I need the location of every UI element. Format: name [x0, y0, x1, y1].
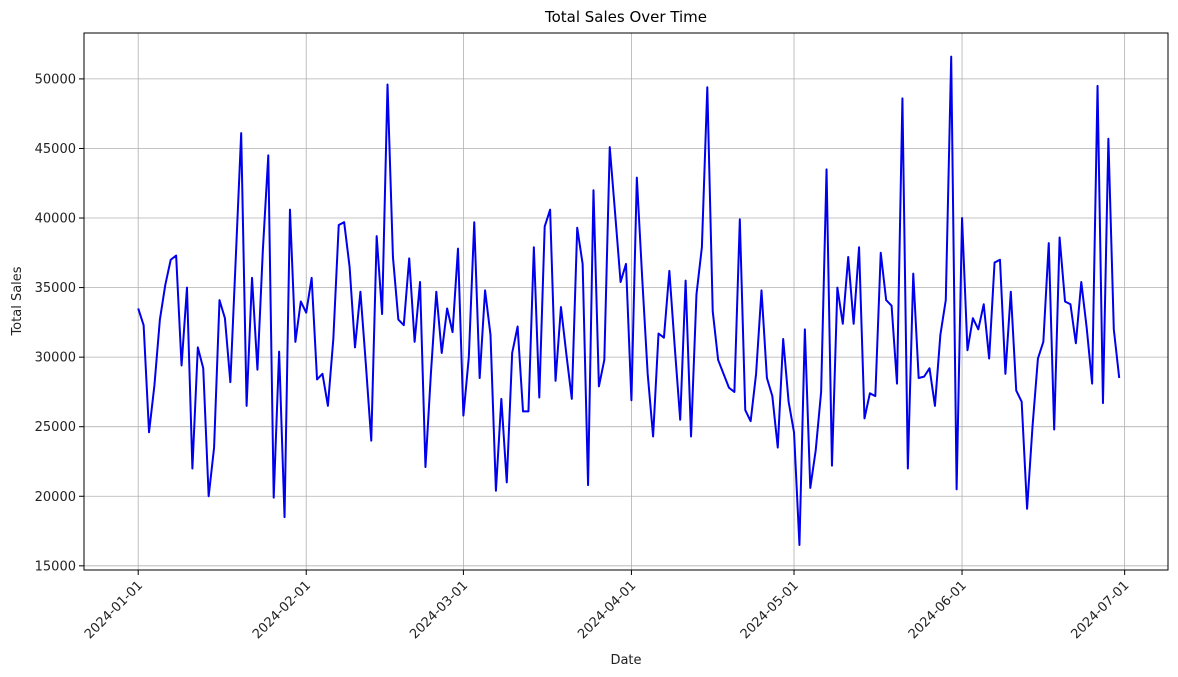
- x-tick-label: 2024-03-01: [407, 578, 471, 642]
- y-tick-label: 30000: [35, 351, 76, 366]
- y-tick-label: 45000: [35, 142, 76, 157]
- plot-frame: [83, 32, 1169, 571]
- x-tick-label: 2024-05-01: [738, 578, 802, 642]
- y-tick-label: 35000: [35, 281, 76, 296]
- x-axis-label: Date: [610, 653, 641, 668]
- y-tick-label: 25000: [35, 420, 76, 435]
- y-tick-label: 20000: [35, 490, 76, 505]
- x-tick-label: 2024-02-01: [250, 578, 314, 642]
- x-tick-label: 2024-07-01: [1068, 578, 1132, 642]
- sales-line: [137, 55, 1121, 546]
- x-tick-label: 2024-06-01: [906, 578, 970, 642]
- y-axis-label: Total Sales: [10, 266, 25, 336]
- x-tick-layer: 2024-01-01 2024-02-01 2024-03-01 2024-04-01…: [82, 570, 1132, 642]
- y-tick-label: 40000: [35, 212, 76, 227]
- y-tick-label: 15000: [35, 559, 76, 574]
- x-tick-label: 2024-04-01: [575, 578, 639, 642]
- grid-layer: [84, 33, 1168, 570]
- chart-title: Total Sales Over Time: [544, 8, 707, 26]
- y-tick-layer: 15000 20000 25000 30000 35000 40000 45000 50000: [35, 72, 84, 574]
- y-tick-label: 50000: [35, 72, 76, 87]
- x-tick-label: 2024-01-01: [82, 578, 146, 642]
